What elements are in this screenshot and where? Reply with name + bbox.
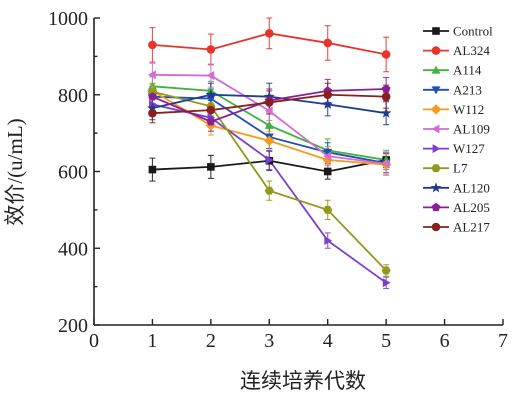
data-point-al109 xyxy=(148,70,156,80)
data-point-al217 xyxy=(381,92,391,101)
legend-marker xyxy=(431,46,441,55)
data-point-l7 xyxy=(264,186,274,195)
data-point-al205 xyxy=(381,84,391,93)
x-tick-label: 6 xyxy=(440,330,450,352)
legend-item-al205: AL205 xyxy=(423,200,490,215)
data-point-al217 xyxy=(264,98,274,107)
legend-marker xyxy=(430,182,442,193)
data-point-al120 xyxy=(205,89,217,100)
legend-label: A114 xyxy=(453,63,482,78)
legend-item-control: Control xyxy=(423,24,493,39)
data-point-l7 xyxy=(147,87,158,96)
data-point-control xyxy=(207,163,215,171)
legend-marker xyxy=(431,86,441,95)
legend-item-w112: W112 xyxy=(423,102,484,117)
y-tick-label: 600 xyxy=(58,162,88,184)
data-point-w127 xyxy=(265,155,274,165)
legend-marker xyxy=(430,104,442,115)
legend-label: AL109 xyxy=(453,122,490,137)
x-tick-label: 7 xyxy=(498,330,508,352)
data-point-al205 xyxy=(206,117,216,126)
data-point-al120 xyxy=(147,102,158,113)
legend-item-al109: AL109 xyxy=(423,122,490,137)
legend-label: Control xyxy=(453,24,493,39)
y-tick-label: 800 xyxy=(58,85,88,107)
data-point-al324 xyxy=(323,38,333,48)
data-point-al109 xyxy=(264,106,273,116)
x-axis-title: 连续培养代数 xyxy=(240,369,366,393)
legend-label: AL217 xyxy=(453,220,490,235)
legend-marker xyxy=(432,144,441,154)
legend-label: AL324 xyxy=(453,43,490,58)
legend-label: AL120 xyxy=(453,180,490,195)
legend-label: A213 xyxy=(453,82,482,97)
data-point-control xyxy=(148,165,157,174)
x-tick-label: 4 xyxy=(323,330,333,352)
legend-marker xyxy=(431,124,440,134)
legend-label: AL205 xyxy=(453,200,490,215)
y-tick-label: 200 xyxy=(58,315,88,337)
x-tick-label: 2 xyxy=(206,330,216,352)
data-point-al324 xyxy=(264,29,274,38)
data-point-al217 xyxy=(148,108,157,118)
data-point-al120 xyxy=(322,98,334,109)
x-tick-label: 0 xyxy=(89,330,99,352)
x-tick-label: 1 xyxy=(147,330,157,352)
data-point-al324 xyxy=(148,40,157,50)
data-point-al324 xyxy=(381,50,391,59)
legend-item-a114: A114 xyxy=(423,63,482,78)
legend-item-al217: AL217 xyxy=(423,220,490,235)
data-point-al120 xyxy=(380,107,392,118)
data-point-al109 xyxy=(381,159,390,169)
data-point-l7 xyxy=(381,266,391,275)
data-point-al109 xyxy=(323,151,332,161)
markers xyxy=(147,29,392,288)
legend-marker xyxy=(431,65,441,74)
legend-marker xyxy=(431,202,441,212)
data-point-w127 xyxy=(324,236,333,246)
x-tick-label: 5 xyxy=(381,330,391,352)
data-point-l7 xyxy=(323,205,333,214)
legend-label: L7 xyxy=(453,161,468,176)
data-point-w127 xyxy=(382,278,391,288)
legend: Control AL324 A114 A213 W112 AL109 W127 L7 AL120… xyxy=(423,24,493,235)
legend-item-a213: A213 xyxy=(423,82,482,97)
error-bars xyxy=(149,17,390,290)
legend-item-w127: W127 xyxy=(423,141,485,156)
legend-item-al120: AL120 xyxy=(423,180,490,195)
data-point-al217 xyxy=(323,90,333,100)
legend-label: W127 xyxy=(453,141,485,156)
y-tick-label: 400 xyxy=(58,238,88,260)
legend-marker xyxy=(431,222,441,232)
legend-item-l7: L7 xyxy=(423,161,468,176)
legend-marker xyxy=(431,164,441,173)
data-point-a213 xyxy=(323,148,333,157)
axes: 0 1 2 3 4 5 6 7 200 400 600 800 1000 xyxy=(48,8,508,352)
data-point-al324 xyxy=(206,45,216,54)
data-point-al109 xyxy=(206,71,215,81)
data-point-w112 xyxy=(264,135,275,146)
y-tick-label: 1000 xyxy=(48,8,88,30)
data-point-control xyxy=(323,167,332,176)
legend-marker xyxy=(432,27,440,35)
data-point-al205 xyxy=(148,92,157,101)
data-point-al217 xyxy=(206,105,216,115)
y-axis-title: 效价/(u/mL) xyxy=(3,118,27,225)
legend-label: W112 xyxy=(453,102,484,117)
legend-item-al324: AL324 xyxy=(423,43,490,58)
data-point-a114 xyxy=(264,121,274,129)
x-tick-label: 3 xyxy=(264,330,274,352)
